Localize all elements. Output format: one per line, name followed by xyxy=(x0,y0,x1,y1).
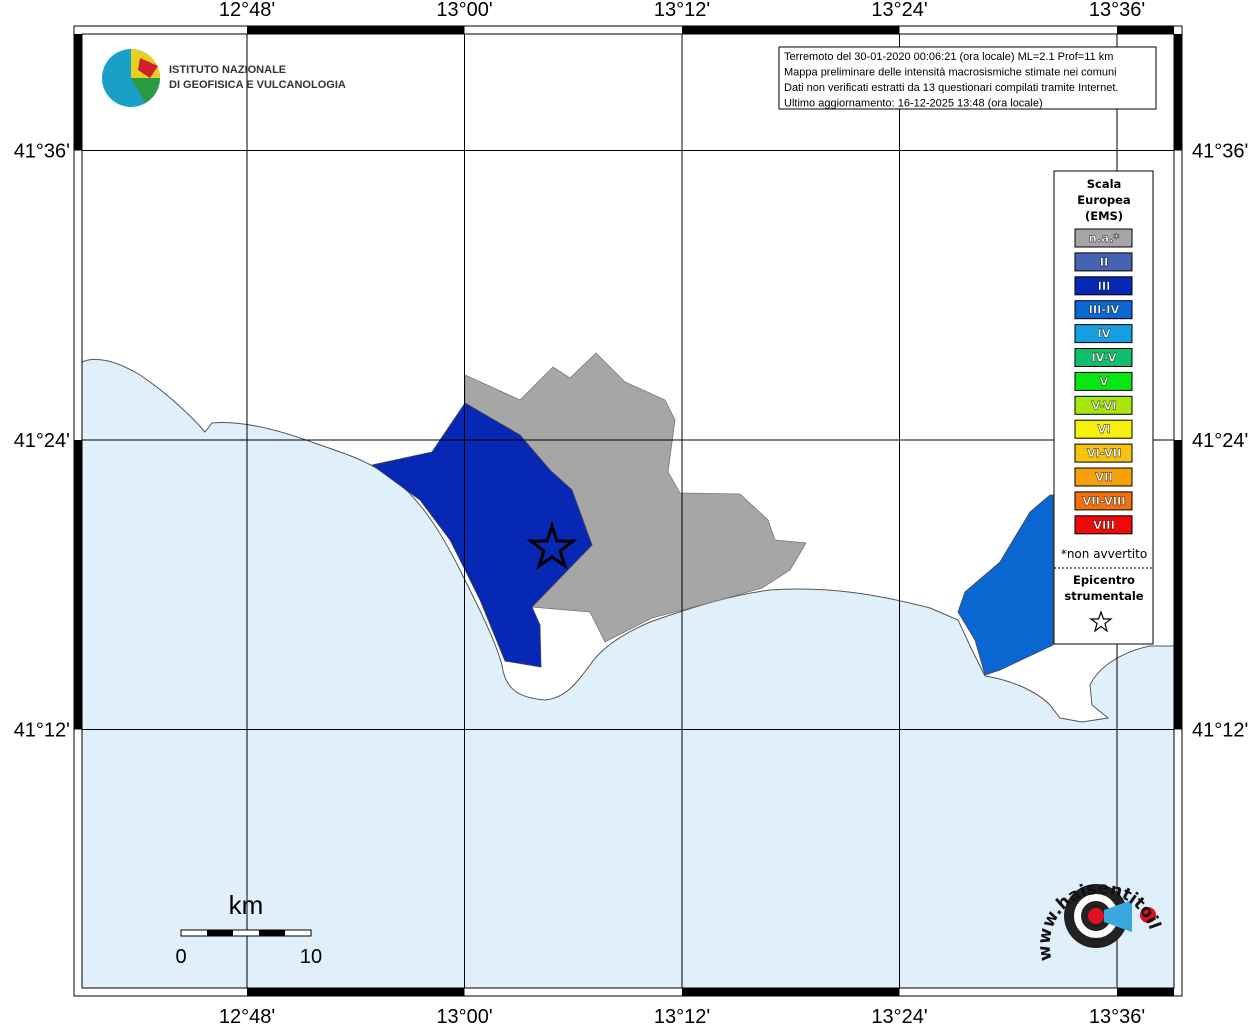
logo-segment xyxy=(138,58,158,78)
ingv-logo: ISTITUTO NAZIONALE DI GEOFISICA E VULCAN… xyxy=(102,49,346,107)
legend-label: III xyxy=(1098,279,1111,293)
info-box xyxy=(778,46,1157,110)
scale-bar-segment xyxy=(259,930,285,936)
logo-text: DI GEOFISICA E VULCANOLOGIA xyxy=(169,79,346,91)
scale-bar-frame xyxy=(180,929,312,937)
scale-end: 10 xyxy=(300,946,322,968)
info-text: Terremoto del 30-01-2020 00:06:21 (ora l… xyxy=(784,51,1118,110)
legend-label: V xyxy=(1100,374,1109,388)
legend-label: V-VI xyxy=(1091,398,1116,412)
x-tick-label: 13°24' xyxy=(871,0,927,21)
frame-segment xyxy=(247,26,465,34)
x-tick-label: 12°48' xyxy=(219,1006,275,1024)
frame-segment xyxy=(1174,34,1182,151)
legend-label: n.a.* xyxy=(1089,231,1120,245)
legend-title: (EMS) xyxy=(1085,209,1123,223)
legend-title: Scala xyxy=(1087,177,1122,191)
info-line: Dati non verificati estratti da 13 quest… xyxy=(784,82,1118,94)
x-tick-label: 12°48' xyxy=(219,0,275,21)
legend-label: VIII xyxy=(1093,518,1115,532)
scale-start: 0 xyxy=(175,946,186,968)
legend-label: IV xyxy=(1097,327,1110,341)
frame-segment xyxy=(1174,440,1182,730)
frame xyxy=(74,26,1182,996)
legend-swatch xyxy=(1074,419,1133,439)
legend-label: III-IV xyxy=(1089,303,1120,317)
x-tick-label: 13°12' xyxy=(654,1006,710,1024)
legend-label: VII-VIII xyxy=(1082,494,1125,508)
frame-segment xyxy=(74,440,82,730)
legend-swatch xyxy=(1074,324,1133,344)
legend: ScalaEuropea(EMS)n.a.*IIIIIIII-IVIVIV-VV… xyxy=(1061,177,1147,603)
legend-swatch xyxy=(1074,348,1133,367)
legend-swatch xyxy=(1074,252,1133,272)
legend-swatch xyxy=(1074,491,1133,511)
scale-bar: km 0 10 xyxy=(175,890,322,968)
info-line: Mappa preliminare delle intensità macros… xyxy=(784,67,1117,79)
frame-segment xyxy=(682,988,900,996)
site-logo-beam xyxy=(1104,900,1132,932)
legend-note: *non avvertito xyxy=(1061,547,1147,561)
frame-segment xyxy=(1117,988,1174,996)
y-tick-label: 41°24' xyxy=(1192,430,1248,452)
sea xyxy=(81,358,1175,989)
site-logo-badge xyxy=(1140,907,1156,923)
legend-swatch xyxy=(1074,276,1133,296)
info-line: Ultimo aggiornamento: 16-12-2025 13:48 (… xyxy=(784,98,1043,110)
legend-swatch xyxy=(1074,467,1133,487)
legend-label: VII xyxy=(1095,470,1112,484)
frame-segment xyxy=(247,988,465,996)
epicentre-star xyxy=(526,521,578,570)
x-tick-label: 13°00' xyxy=(436,0,492,21)
legend-swatch xyxy=(1074,300,1133,320)
region-blue-iii-iv xyxy=(957,494,1054,676)
x-tick-label: 13°36' xyxy=(1089,0,1145,21)
legend-label: VI-VII xyxy=(1087,446,1122,460)
x-tick-label: 13°36' xyxy=(1089,1006,1145,1024)
logo-segment xyxy=(131,78,160,103)
frame-segment xyxy=(1117,26,1174,34)
y-tick-label: 41°36' xyxy=(1192,141,1248,163)
logo-text: ISTITUTO NAZIONALE xyxy=(169,64,286,76)
y-tick-label: 41°36' xyxy=(14,141,70,163)
legend-label: VI xyxy=(1097,422,1110,436)
legend-swatch xyxy=(1074,515,1133,535)
region-blue-iii xyxy=(371,402,593,668)
y-tick-label: 41°12' xyxy=(1192,720,1248,742)
legend-swatch xyxy=(1074,228,1133,248)
y-tick-label: 41°12' xyxy=(14,720,70,742)
x-tick-label: 13°24' xyxy=(871,1006,927,1024)
site-logo-center xyxy=(1088,908,1104,924)
legend-swatch xyxy=(1074,443,1133,463)
frame-segment xyxy=(74,34,82,151)
legend-label: II xyxy=(1100,255,1109,269)
y-tick-label: 41°24' xyxy=(14,430,70,452)
scale-bar-segment xyxy=(207,930,233,936)
legend-label: IV-V xyxy=(1091,351,1116,365)
x-tick-label: 13°00' xyxy=(436,1006,492,1024)
legend-star xyxy=(1089,610,1113,633)
legend-swatch xyxy=(1074,395,1133,415)
legend-title: Europea xyxy=(1077,193,1130,207)
scale-unit: km xyxy=(229,890,264,920)
legend-swatch xyxy=(1074,371,1133,391)
x-tick-label: 13°12' xyxy=(654,0,710,21)
legend-epicentre: Epicentro xyxy=(1073,573,1135,587)
legend-epicentre: strumentale xyxy=(1064,589,1143,603)
info-line: Terremoto del 30-01-2020 00:06:21 (ora l… xyxy=(784,51,1113,63)
frame-segment xyxy=(682,26,900,34)
